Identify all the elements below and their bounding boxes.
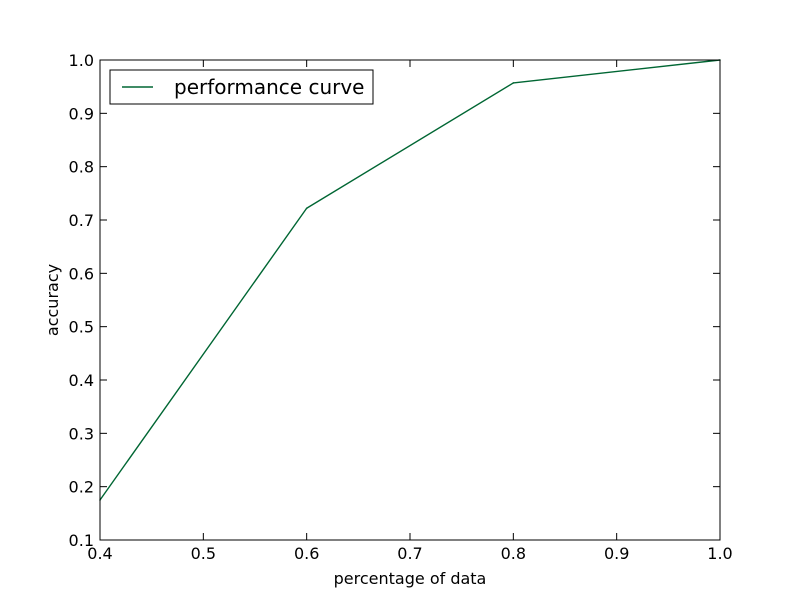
plot-area [100,60,720,540]
y-tick-label: 0.7 [69,211,94,230]
legend: performance curve [109,69,374,105]
y-tick-label: 0.6 [69,264,94,283]
x-axis-label: percentage of data [334,569,487,588]
tick-labels: 0.4 0.5 0.6 0.7 0.8 0.9 1.0 0.1 0.2 0.3 0.4 0.5 0.6 0… [69,51,733,563]
x-tick-label: 0.6 [294,544,319,563]
legend-frame [109,69,374,105]
x-tick-label: 1.0 [707,544,732,563]
x-tick-label: 0.8 [501,544,526,563]
y-tick-label: 0.4 [69,371,94,390]
y-axis-label: accuracy [43,264,62,336]
x-tick-label: 0.4 [87,544,112,563]
y-tick-label: 1.0 [69,51,94,70]
y-tick-label: 0.1 [69,531,94,550]
y-tick-label: 0.9 [69,104,94,123]
y-tick-label: 0.5 [69,318,94,337]
x-tick-label: 0.7 [397,544,422,563]
data-point [305,207,308,210]
data-point [512,82,515,84]
legend-label: performance curve [174,75,364,99]
series-line [99,59,721,501]
x-tick-label: 0.9 [604,544,629,563]
x-tick-label: 0.5 [191,544,216,563]
y-tick-label: 0.8 [69,158,94,177]
plot-frame [99,59,721,541]
y-tick-label: 0.3 [69,424,94,443]
y-tick-label: 0.2 [69,478,94,497]
